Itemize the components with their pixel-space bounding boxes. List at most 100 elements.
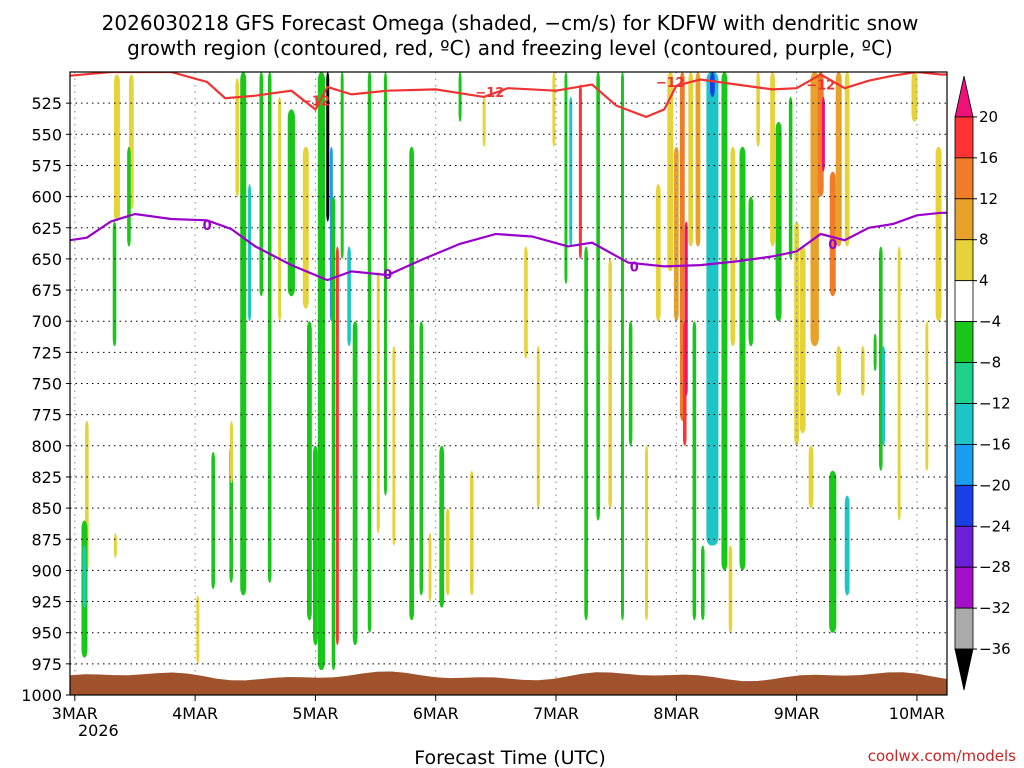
omega-cell-59 <box>684 221 688 396</box>
colorbar-swatch-9 <box>954 443 974 486</box>
y-tick-label-2: 575 <box>31 156 62 175</box>
colorbar-tick-label-7: −12 <box>979 394 1011 412</box>
omega-cell-36 <box>428 533 432 602</box>
omega-cell-91 <box>897 246 901 521</box>
colorbar-swatch-4 <box>954 239 974 282</box>
colorbar-tick-label-5: −4 <box>979 313 1001 331</box>
omega-cell-8 <box>196 595 200 664</box>
omega-cell-68 <box>728 545 733 633</box>
omega-cell-56 <box>673 146 679 322</box>
y-tick-label-15: 900 <box>31 561 62 580</box>
omega-cell-22 <box>317 72 326 671</box>
y-tick-label-17: 950 <box>31 624 62 643</box>
y-tick-label-16: 925 <box>31 593 62 612</box>
snow-growth-contour-label-2: −12 <box>656 76 685 91</box>
omega-cell-66 <box>721 72 728 571</box>
omega-cell-65 <box>710 72 715 97</box>
omega-cell-90 <box>882 346 886 446</box>
colorbar-tick-label-2: 12 <box>979 190 998 208</box>
colorbar-swatch-7 <box>954 362 974 404</box>
colorbar-tick-label-4: 4 <box>979 272 989 290</box>
y-tick-label-10: 775 <box>31 406 62 425</box>
snow-growth-contour-label-1: −12 <box>475 86 504 101</box>
omega-cell-0 <box>113 74 120 222</box>
colorbar-tick-label-9: −20 <box>979 476 1011 494</box>
omega-cell-23 <box>326 72 330 222</box>
colorbar-swatch-1 <box>954 116 974 159</box>
y-tick-label-18: 975 <box>31 655 62 674</box>
colorbar-swatch-11 <box>954 525 974 568</box>
omega-cell-72 <box>770 72 775 247</box>
omega-cell-64 <box>706 72 719 546</box>
omega-cell-29 <box>352 321 358 646</box>
omega-cell-60 <box>688 72 694 247</box>
freezing-level-contour-label-3: 0 <box>828 238 837 253</box>
y-tick-label-8: 725 <box>31 343 62 362</box>
omega-cell-92 <box>911 72 918 122</box>
omega-cell-43 <box>536 346 540 509</box>
y-tick-label-11: 800 <box>31 437 62 456</box>
omega-cell-37 <box>439 445 445 608</box>
y-axis: 525 550 575 600 625 650 675 700 725 750 775 800 825 8… <box>21 94 70 705</box>
omega-cell-9 <box>211 452 215 590</box>
omega-cell-35 <box>419 321 424 596</box>
omega-cell-94 <box>935 146 942 322</box>
omega-cell-16 <box>267 72 272 583</box>
colorbar-tick-label-11: −28 <box>979 558 1011 576</box>
x-tick-label-0: 3MAR <box>52 704 98 723</box>
colorbar-swatch-2 <box>954 157 974 200</box>
omega-cell-19 <box>302 146 309 309</box>
colorbar: 20 16 12 8 4 −4 −8 −12 −16 −20 −24 −28 −32 −36 <box>954 75 1011 691</box>
credit-label: coolwx.com/models <box>868 747 1016 765</box>
omega-cell-87 <box>860 346 865 396</box>
y-tick-label-0: 525 <box>31 94 62 113</box>
omega-cell-49 <box>596 72 600 521</box>
x-tick-label-6: 9MAR <box>774 704 820 723</box>
y-tick-label-4: 625 <box>31 219 62 238</box>
omega-cell-18 <box>287 109 295 297</box>
chart-title-line-2: growth region (contoured, red, ºC) and f… <box>127 36 893 60</box>
omega-cell-25 <box>335 246 339 646</box>
omega-cell-42 <box>524 246 528 359</box>
omega-cell-45 <box>564 72 568 284</box>
omega-cell-30 <box>367 72 372 633</box>
omega-cell-38 <box>445 508 450 596</box>
omega-cell-67 <box>730 146 736 347</box>
omega-cell-61 <box>695 72 701 247</box>
omega-cell-63 <box>700 545 705 621</box>
omega-cell-39 <box>458 72 462 122</box>
y-tick-label-3: 600 <box>31 188 62 207</box>
omega-cell-84 <box>829 470 837 633</box>
omega-cell-81 <box>835 72 842 247</box>
omega-cell-75 <box>794 221 800 446</box>
x-axis: 3MAR 4MAR 5MAR 6MAR 7MAR 8MAR 9MAR 10MAR <box>52 695 945 723</box>
x-year-label: 2026 <box>78 721 119 740</box>
omega-cell-26 <box>331 196 336 671</box>
omega-cell-15 <box>259 72 264 297</box>
terrain-area <box>70 671 947 695</box>
colorbar-swatch-5 <box>954 280 974 322</box>
omega-cell-73 <box>775 121 782 322</box>
omega-cell-31 <box>376 271 380 534</box>
omega-cell-51 <box>620 72 624 621</box>
omega-cell-28 <box>347 246 351 347</box>
omega-cell-46 <box>569 96 573 247</box>
omega-cell-76 <box>799 246 806 434</box>
y-tick-label-19: 1000 <box>21 686 62 705</box>
freezing-level-contour-label-1: 0 <box>383 268 392 283</box>
omega-cell-7 <box>113 533 117 558</box>
colorbar-tick-label-6: −8 <box>979 354 1001 372</box>
omega-cell-69 <box>739 146 746 571</box>
omega-cell-79 <box>821 96 825 172</box>
colorbar-swatch-12 <box>954 566 974 609</box>
freezing-level-contour-label-2: 0 <box>630 260 639 275</box>
snow-growth-contour <box>70 72 947 119</box>
omega-cell-27 <box>340 72 344 259</box>
omega-cell-44 <box>552 72 556 147</box>
colorbar-tick-label-10: −24 <box>979 517 1011 535</box>
colorbar-tick-label-1: 16 <box>979 149 998 167</box>
omega-cell-83 <box>836 346 842 396</box>
omega-cell-48 <box>584 246 588 621</box>
colorbar-tick-label-8: −16 <box>979 435 1011 453</box>
